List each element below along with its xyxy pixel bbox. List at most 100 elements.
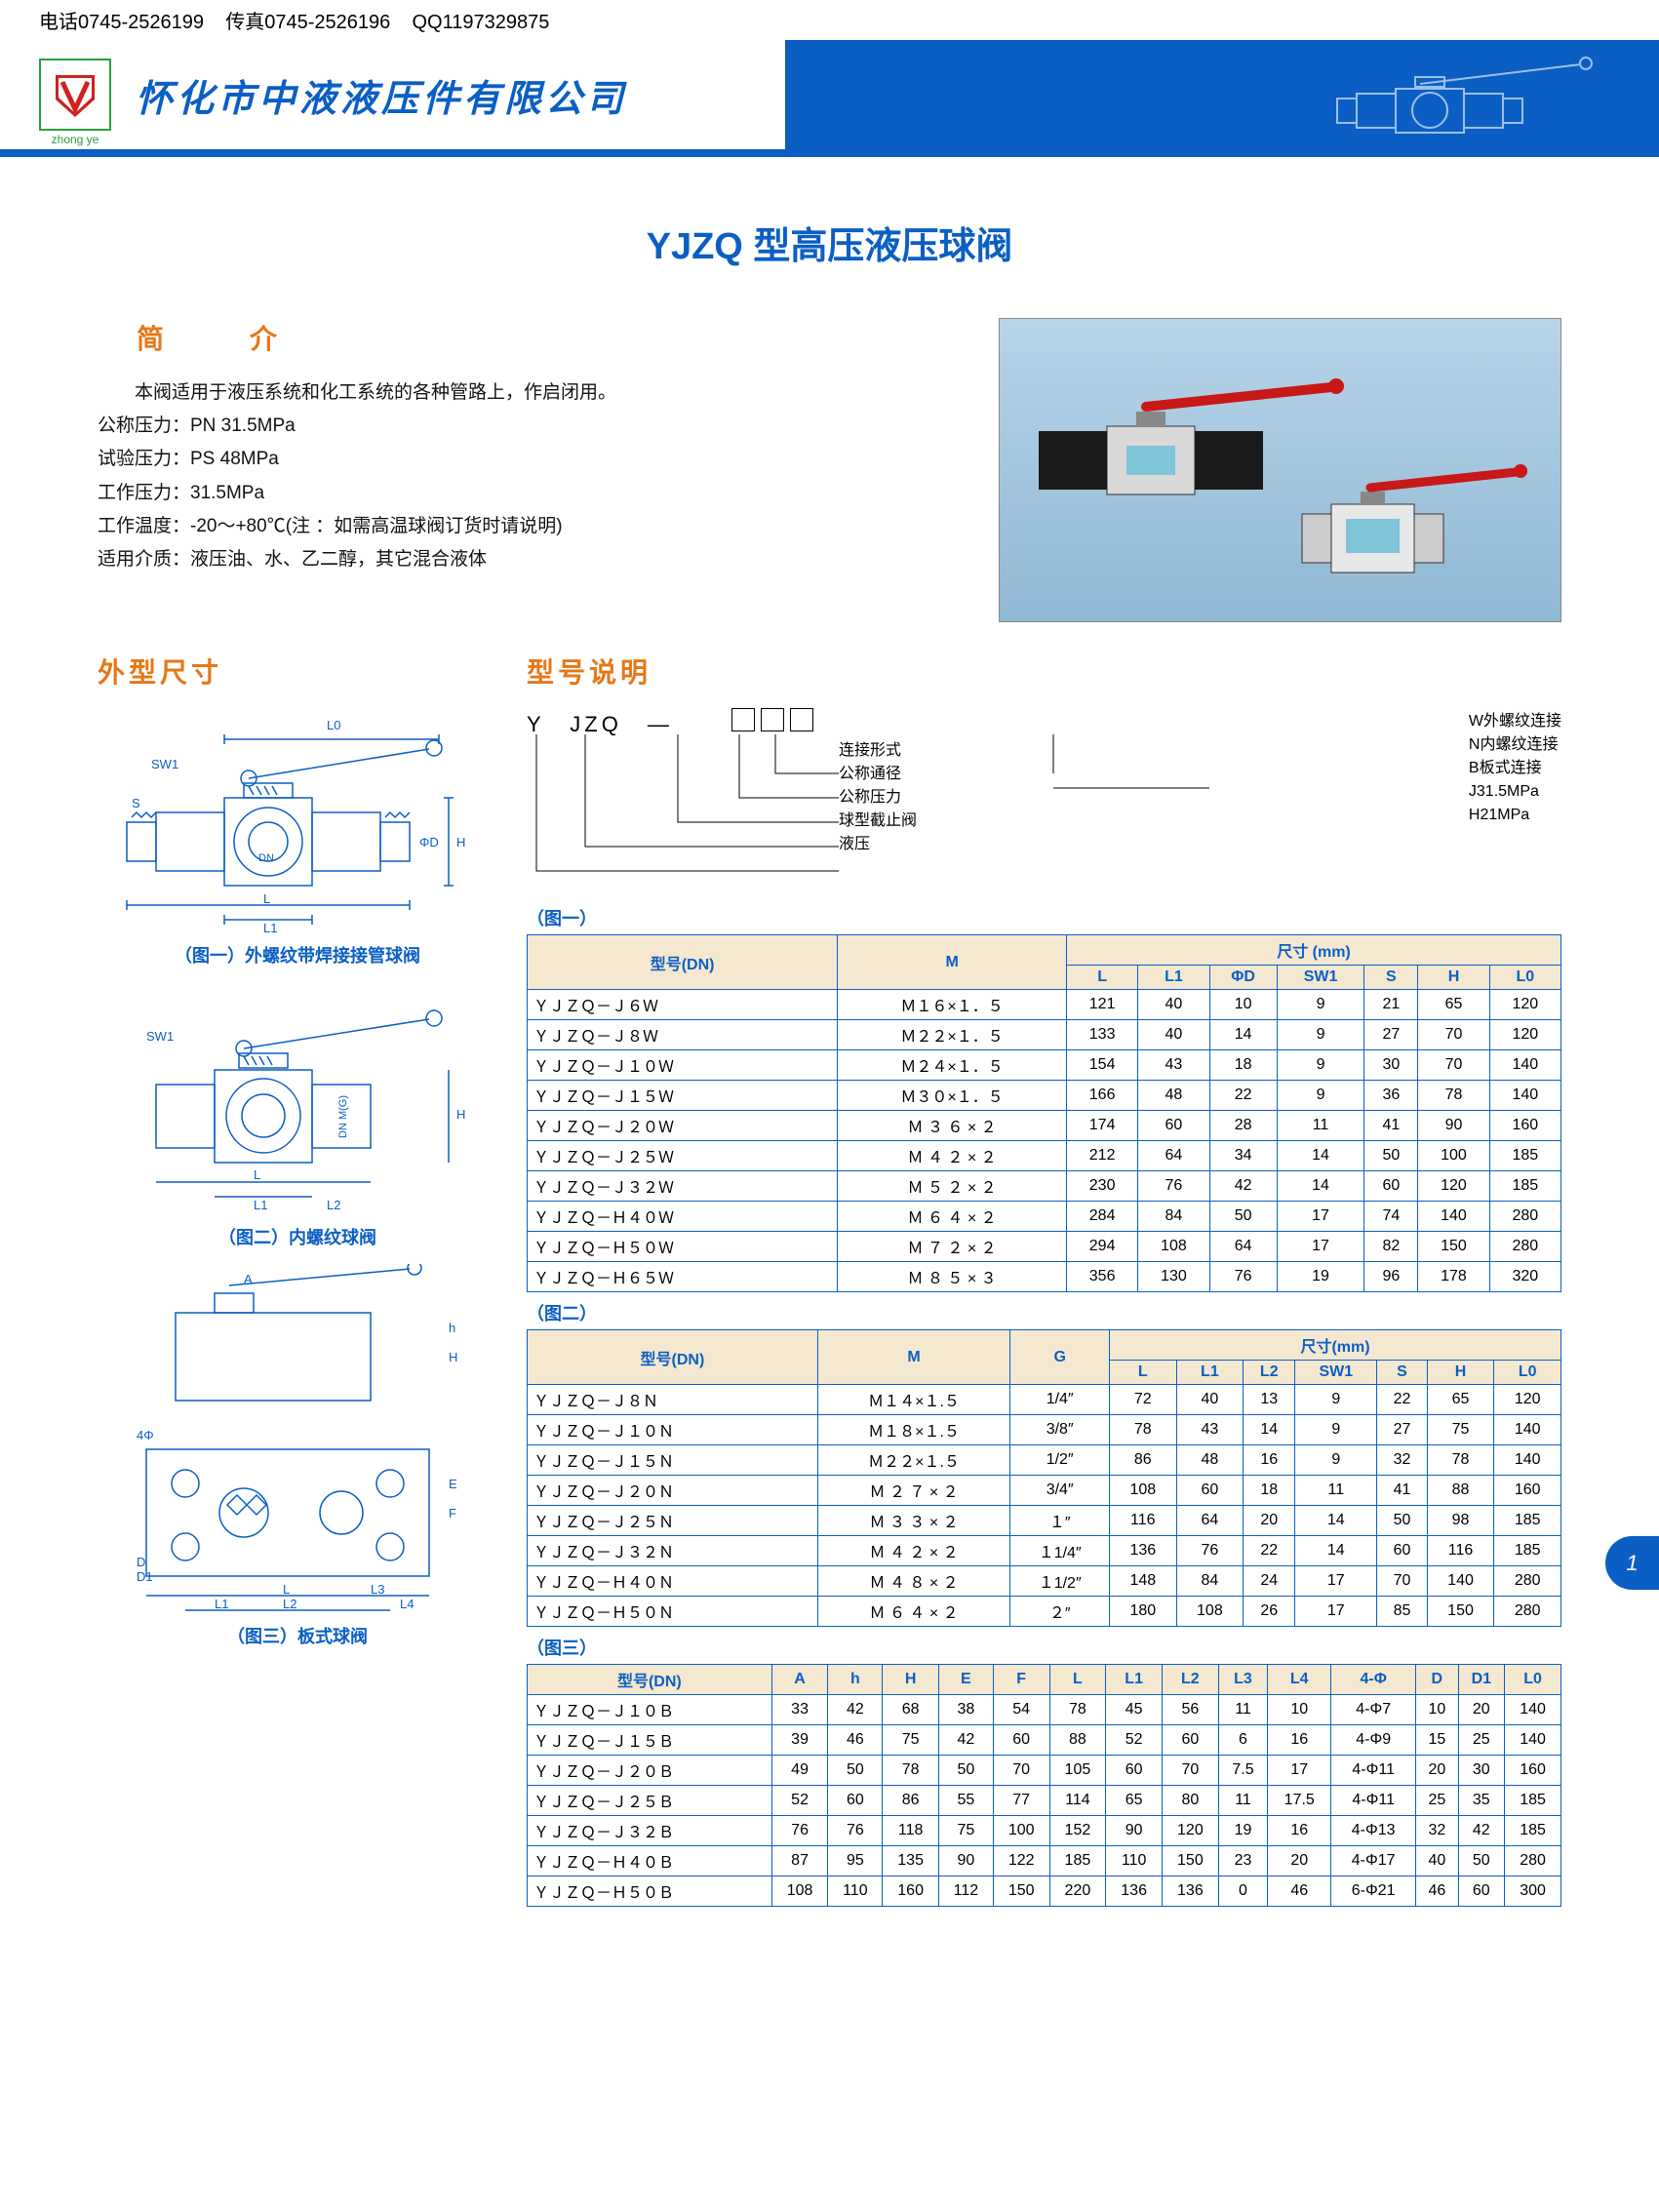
table-row: ＹＪＺＱ－Ｊ８ＷＭ２２×１．５133401492770120 — [528, 1020, 1561, 1050]
qq-text: QQ1197329875 — [413, 12, 550, 33]
svg-text:S: S — [132, 796, 140, 810]
header-valve-icon — [1298, 50, 1610, 147]
svg-text:L2: L2 — [327, 1198, 340, 1212]
svg-text:A: A — [244, 1272, 253, 1286]
header-left: zhong ye 怀化市中液液压件有限公司 — [0, 40, 785, 157]
table-row: ＹＪＺＱ－Ｊ２５ＷＭ ４ ２ × ２21264341450100185 — [528, 1141, 1561, 1171]
intro-line: 工作温度：-20～+80℃(注 ：如需高温球阀订货时请说明) — [98, 510, 960, 543]
header-band: zhong ye 怀化市中液液压件有限公司 — [0, 40, 1659, 157]
table-row: ＹＪＺＱ－Ｈ４０ＷＭ ６ ４ × ２28484501774140280 — [528, 1202, 1561, 1232]
svg-text:L1: L1 — [254, 1198, 267, 1212]
table-row: ＹＪＺＱ－Ｊ６ＷＭ１６×１．５121401092165120 — [528, 990, 1561, 1020]
table-row: ＹＪＺＱ－Ｈ５０ＮＭ ６ ４ × ２２″180108261785150280 — [528, 1597, 1561, 1627]
model-labels-left: 连接形式 公称通径 公称压力 球型截止阀 液压 — [839, 739, 917, 856]
table-row: ＹＪＺＱ－Ｊ２５Ｂ526086557711465801117.54-Φ11253… — [528, 1786, 1561, 1816]
intro-text: 本阀适用于液压系统和化工系统的各种管路上，作启闭用。 公称压力：PN 31.5M… — [98, 376, 960, 576]
table-row: ＹＪＺＱ－Ｊ３２ＷＭ ５ ２ × ２23076421460120185 — [528, 1171, 1561, 1202]
table-header-row: 型号(DN) M G 尺寸(mm) — [528, 1330, 1561, 1361]
svg-text:L1: L1 — [263, 921, 277, 934]
svg-text:L4: L4 — [400, 1597, 414, 1611]
model-description: Y JZQ — 连接形式 公称通径 公称压力 球型截止阀 液压 — [527, 710, 1561, 886]
table-header-row: 型号(DN) M 尺寸 (mm) — [528, 935, 1561, 966]
svg-text:h: h — [449, 1321, 455, 1335]
page-number: 1 — [1626, 1551, 1638, 1576]
svg-text:D: D — [137, 1555, 145, 1569]
table-row: ＹＪＺＱ－Ｊ１０Ｂ334268385478455611104-Φ71020140 — [528, 1695, 1561, 1725]
table-row: ＹＪＺＱ－Ｊ１０ＷＭ２４×１．５154431893070140 — [528, 1050, 1561, 1081]
svg-text:L: L — [263, 891, 270, 906]
table-row: ＹＪＺＱ－Ｈ５０ＷＭ ７ ２ × ２294108641782150280 — [528, 1232, 1561, 1262]
svg-text:H: H — [456, 835, 465, 849]
table-row: ＹＪＺＱ－Ｊ３２Ｂ7676118751001529012019164-Φ1332… — [528, 1816, 1561, 1846]
model-heading: 型号说明 — [527, 652, 1561, 691]
table-row: ＹＪＺＱ－Ｊ２０ＷＭ ３ ６ × ２1746028114190160 — [528, 1111, 1561, 1141]
phone-text: 电话0745-2526199 — [39, 12, 204, 33]
diagram-1: L0 SW1 S L L1 H ΦD DN （图一）外螺纹带焊接接管球阀 — [98, 710, 497, 968]
svg-text:SW1: SW1 — [146, 1029, 174, 1044]
diagram-3-caption: （图三）板式球阀 — [98, 1623, 497, 1648]
svg-text:F: F — [449, 1506, 456, 1521]
diagram-2: SW1 L L1 L2 H DN M(G) （图二）内螺纹球阀 — [98, 982, 497, 1249]
dims-heading: 外型尺寸 — [98, 652, 497, 691]
table-row: ＹＪＺＱ－Ｈ５０Ｂ1081101601121502201361360466-Φ2… — [528, 1876, 1561, 1907]
table-row: ＹＪＺＱ－Ｈ４０Ｂ87951359012218511015023204-Φ174… — [528, 1846, 1561, 1876]
table-row: ＹＪＺＱ－Ｊ１０ＮＭ１８×１.５3/8″78431492775140 — [528, 1415, 1561, 1445]
company-name: 怀化市中液液压件有限公司 — [136, 68, 627, 122]
table-row: ＹＪＺＱ－Ｊ３２ＮＭ ４ ２ × ２１1/4″13676221460116185 — [528, 1536, 1561, 1566]
table-row: ＹＪＺＱ－Ｊ２０Ｂ495078507010560707.5174-Φ112030… — [528, 1756, 1561, 1786]
table-row: ＹＪＺＱ－Ｈ６５ＷＭ ８ ５ × ３356130761996178320 — [528, 1262, 1561, 1292]
svg-text:L: L — [283, 1582, 290, 1597]
svg-text:H: H — [456, 1107, 465, 1122]
table2-label: （图二） — [527, 1300, 1561, 1325]
svg-text:L2: L2 — [283, 1597, 296, 1611]
fax-text: 传真0745-2526196 — [225, 12, 390, 33]
tables-column: 型号说明 Y JZQ — 连接形式 公称通径 公称压力 球型截止阀 — [527, 652, 1561, 1907]
svg-text:SW1: SW1 — [151, 757, 178, 771]
table-row: ＹＪＺＱ－Ｊ２５ＮＭ ３ ３ × ２１″1166420145098185 — [528, 1506, 1561, 1536]
diagram-2-caption: （图二）内螺纹球阀 — [98, 1224, 497, 1249]
model-labels-right: W外螺纹连接 N内螺纹连接 B板式连接 J31.5MPa H21MPa — [1469, 710, 1561, 827]
svg-text:E: E — [449, 1477, 457, 1491]
table-1: 型号(DN) M 尺寸 (mm) LL1ΦDSW1SHL0 ＹＪＺＱ－Ｊ６ＷＭ１… — [527, 934, 1561, 1292]
company-logo: zhong ye — [39, 59, 111, 131]
svg-text:ΦD: ΦD — [419, 835, 439, 849]
intro-row: 简 介 本阀适用于液压系统和化工系统的各种管路上，作启闭用。 公称压力：PN 3… — [98, 318, 1561, 622]
diagram-1-caption: （图一）外螺纹带焊接接管球阀 — [98, 942, 497, 968]
product-photo — [999, 318, 1561, 622]
table3-label: （图三） — [527, 1635, 1561, 1660]
svg-text:D1: D1 — [137, 1569, 153, 1584]
table-row: ＹＪＺＱ－Ｊ１５ＷＭ３０×１．５166482293678140 — [528, 1081, 1561, 1111]
logo-subtext: zhong ye — [41, 133, 109, 146]
table-row: ＹＪＺＱ－Ｊ２０ＮＭ ２ ７ × ２3/4″1086018114188160 — [528, 1476, 1561, 1506]
intro-line: 工作压力：31.5MPa — [98, 477, 960, 510]
svg-text:L1: L1 — [215, 1597, 228, 1611]
intro-heading: 简 介 — [98, 318, 960, 357]
content-area: YJZQ 型高压液压球阀 简 介 本阀适用于液压系统和化工系统的各种管路上，作启… — [0, 157, 1659, 1936]
table-row: ＹＪＺＱ－Ｊ１５Ｂ39467542608852606164-Φ91525140 — [528, 1725, 1561, 1756]
page: 电话0745-2526199 传真0745-2526196 QQ11973298… — [0, 0, 1659, 2212]
diagrams-column: 外型尺寸 — [98, 652, 497, 1907]
intro-line: 适用介质：液压油、水、乙二醇，其它混合液体 — [98, 543, 960, 576]
table-row: ＹＪＺＱ－Ｊ８ＮＭ１４×１.５1/4″72401392265120 — [528, 1385, 1561, 1415]
table-2: 型号(DN) M G 尺寸(mm) LL1L2SW1SHL0 ＹＪＺＱ－Ｊ８ＮＭ… — [527, 1329, 1561, 1627]
table-row: ＹＪＺＱ－Ｊ１５ＮＭ２２×１.５1/2″86481693278140 — [528, 1445, 1561, 1476]
intro-line: 试验压力：PS 48MPa — [98, 443, 960, 476]
svg-text:DN M(G): DN M(G) — [337, 1095, 349, 1138]
table-header-row: 型号(DN)AhHEFLL1L2L3L44-ΦDD1L0 — [528, 1665, 1561, 1695]
svg-text:L0: L0 — [327, 718, 340, 732]
page-number-tab: 1 — [1605, 1536, 1659, 1590]
intro-line: 本阀适用于液压系统和化工系统的各种管路上，作启闭用。 — [98, 376, 960, 410]
svg-text:L: L — [254, 1167, 260, 1182]
page-title: YJZQ 型高压液压球阀 — [98, 216, 1561, 269]
table-3: 型号(DN)AhHEFLL1L2L3L44-ΦDD1L0 ＹＪＺＱ－Ｊ１０Ｂ33… — [527, 1664, 1561, 1907]
table-row: ＹＪＺＱ－Ｈ４０ＮＭ ４ ８ × ２１1/2″14884241770140280 — [528, 1566, 1561, 1597]
model-boxes — [731, 708, 813, 731]
mid-row: 外型尺寸 — [98, 652, 1561, 1907]
diagram-3: A H h 4Φ E F D D1 L L1 L2 L3 L4 （图三 — [98, 1264, 497, 1648]
intro-left: 简 介 本阀适用于液压系统和化工系统的各种管路上，作启闭用。 公称压力：PN 3… — [98, 318, 960, 622]
header-right — [785, 40, 1659, 157]
svg-text:H: H — [449, 1350, 457, 1364]
svg-text:4Φ: 4Φ — [137, 1428, 154, 1442]
contact-bar: 电话0745-2526199 传真0745-2526196 QQ11973298… — [0, 0, 1659, 40]
svg-text:DN: DN — [258, 852, 274, 864]
